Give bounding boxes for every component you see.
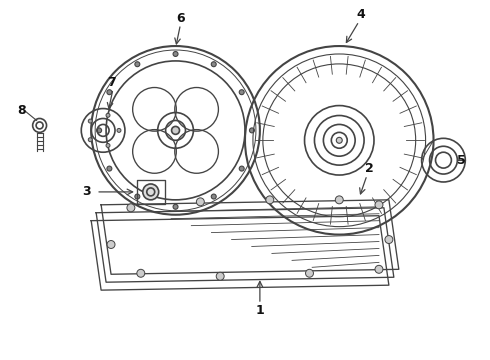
Circle shape (375, 265, 383, 273)
Circle shape (135, 62, 140, 67)
Circle shape (172, 126, 179, 134)
Circle shape (97, 128, 101, 133)
Text: 6: 6 (176, 12, 185, 25)
Text: 3: 3 (82, 185, 91, 198)
Circle shape (249, 128, 254, 133)
Circle shape (266, 196, 274, 204)
Text: 7: 7 (107, 76, 116, 89)
Circle shape (306, 269, 314, 277)
Circle shape (107, 240, 115, 248)
Circle shape (239, 166, 244, 171)
Circle shape (173, 204, 178, 209)
Circle shape (127, 204, 135, 212)
Circle shape (143, 184, 159, 200)
Text: 4: 4 (357, 8, 366, 21)
Circle shape (196, 198, 204, 206)
Circle shape (107, 90, 112, 95)
Circle shape (137, 269, 145, 277)
Circle shape (135, 194, 140, 199)
Circle shape (216, 272, 224, 280)
Circle shape (106, 144, 110, 148)
Circle shape (385, 235, 393, 243)
Circle shape (107, 166, 112, 171)
Circle shape (173, 51, 178, 57)
Circle shape (375, 201, 383, 209)
Circle shape (335, 196, 343, 204)
Text: 1: 1 (255, 305, 264, 318)
Circle shape (117, 129, 121, 132)
Circle shape (88, 119, 92, 123)
Circle shape (211, 194, 216, 199)
Text: 2: 2 (365, 162, 373, 175)
Circle shape (88, 138, 92, 142)
Circle shape (239, 90, 244, 95)
Circle shape (106, 113, 110, 117)
Circle shape (211, 62, 216, 67)
Circle shape (336, 137, 342, 143)
Text: 8: 8 (18, 104, 26, 117)
Text: 5: 5 (457, 154, 465, 167)
